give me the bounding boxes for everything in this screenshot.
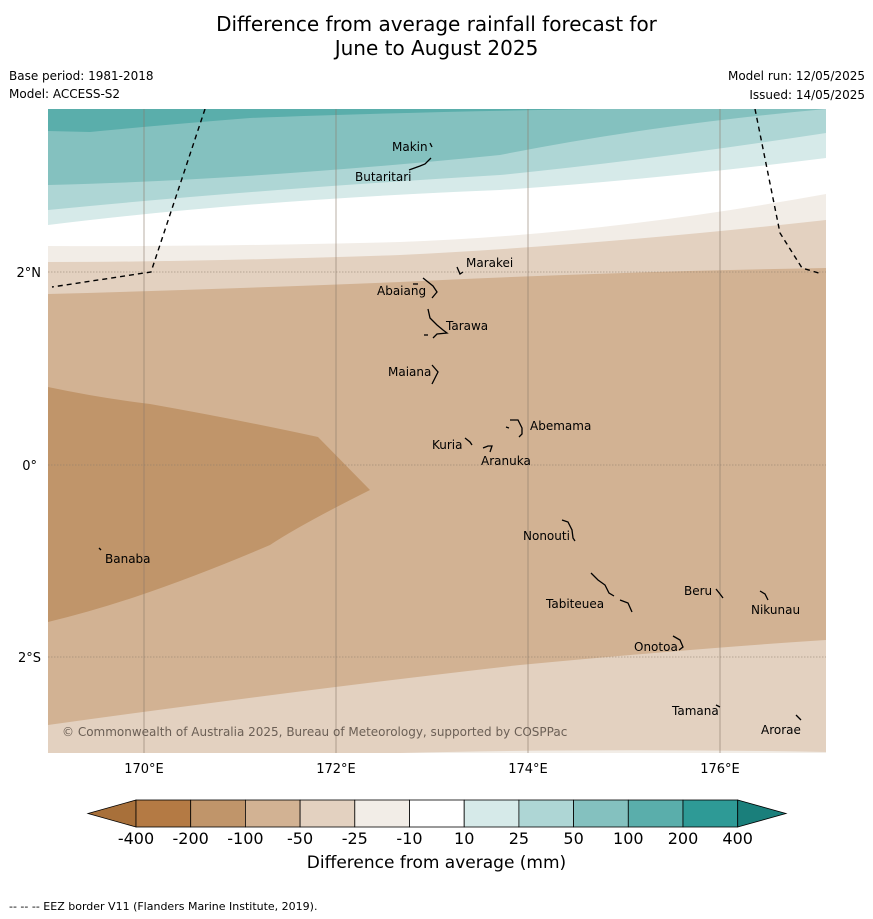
island-shape-makin <box>429 142 433 148</box>
colorbar-segment <box>299 799 356 828</box>
chart-title-line2: June to August 2025 <box>334 36 539 60</box>
lon-label-174e: 174°E <box>508 762 548 777</box>
colorbar-tick-label: 100 <box>613 829 644 848</box>
colorbar-segment <box>518 799 575 828</box>
island-label-banaba: Banaba <box>105 552 151 566</box>
island-shape-marakei <box>456 266 464 275</box>
colorbar-tick-label: -100 <box>227 829 263 848</box>
colorbar-segment <box>627 799 684 828</box>
graticule <box>48 109 826 753</box>
colorbar-segment <box>244 799 301 828</box>
colorbar-extend-high <box>737 799 788 828</box>
colorbar: -400 -200 -100 -50 -25 -10 10 25 50 100 200 400 <box>86 799 788 848</box>
rainfall-bands: Makin Butaritari Marakei Abaiang Tarawa … <box>48 109 826 753</box>
island-shape-tamana <box>715 704 721 708</box>
band-100-to-200 <box>48 109 600 132</box>
copyright-notice: © Commonwealth of Australia 2025, Bureau… <box>62 725 567 739</box>
island-shape-abemama <box>510 419 523 438</box>
colorbar-segment <box>354 799 410 828</box>
colorbar-tick-label: -10 <box>396 829 422 848</box>
colorbar-tick-label: -25 <box>342 829 368 848</box>
colorbar-tick-label: 25 <box>509 829 529 848</box>
island-label-tarawa: Tarawa <box>445 319 488 333</box>
band-south-minus50-to-minus25 <box>48 640 826 753</box>
island-label-marakei: Marakei <box>466 256 513 270</box>
colorbar-segment <box>573 799 629 828</box>
island-label-nikunau: Nikunau <box>751 603 800 617</box>
model-run: Model run: 12/05/2025 <box>727 69 865 83</box>
model-name: Model: ACCESS-S2 <box>9 87 121 101</box>
colorbar-tick-label: 200 <box>668 829 699 848</box>
colorbar-extend-low <box>86 799 137 828</box>
colorbar-segment <box>135 799 192 828</box>
island-label-arorae: Arorae <box>761 723 801 737</box>
lat-label-2n: 2°N <box>17 266 42 281</box>
lon-label-170e: 170°E <box>124 762 164 777</box>
island-shape-kuria <box>464 437 473 446</box>
island-label-tamana: Tamana <box>671 704 719 718</box>
band-minus200-to-minus100 <box>48 387 370 622</box>
island-label-onotoa: Onotoa <box>634 640 678 654</box>
issued-date: Issued: 14/05/2025 <box>749 88 865 102</box>
lat-label-equator: 0° <box>22 459 37 474</box>
island-labels: Makin Butaritari Marakei Abaiang Tarawa … <box>105 140 801 737</box>
island-shape-tarawa <box>427 308 449 339</box>
colorbar-segment <box>463 799 520 828</box>
island-shape-onotoa <box>672 635 684 651</box>
colorbar-tick-label: 400 <box>722 829 753 848</box>
island-outlines <box>98 142 802 721</box>
island-label-tabiteuea: Tabiteuea <box>545 597 604 611</box>
island-label-abaiang: Abaiang <box>377 284 426 298</box>
island-shape-nikunau <box>759 590 769 601</box>
island-label-kuria: Kuria <box>432 438 463 452</box>
colorbar-tick-label: -50 <box>287 829 313 848</box>
colorbar-title: Difference from average (mm) <box>306 853 567 873</box>
island-label-maiana: Maiana <box>388 365 431 379</box>
island-label-butaritari: Butaritari <box>355 170 412 184</box>
island-shape-nonouti <box>561 519 576 542</box>
eez-footnote: -- -- -- EEZ border V11 (Flanders Marine… <box>9 900 318 913</box>
island-label-beru: Beru <box>684 584 712 598</box>
lat-label-2s: 2°S <box>18 651 41 666</box>
island-label-nonouti: Nonouti <box>523 529 570 543</box>
rainfall-map: Makin Butaritari Marakei Abaiang Tarawa … <box>17 109 826 848</box>
colorbar-tick-label: 10 <box>454 829 474 848</box>
lon-label-172e: 172°E <box>316 762 356 777</box>
island-shape-tabiteuea <box>590 572 615 597</box>
eez-border <box>51 109 823 288</box>
island-shape-maiana <box>431 364 439 385</box>
colorbar-tick-label: -200 <box>173 829 209 848</box>
band-50-to-100 <box>48 109 826 185</box>
colorbar-segment <box>682 799 739 828</box>
colorbar-tick-label: 50 <box>563 829 583 848</box>
island-label-aranuka: Aranuka <box>481 454 531 468</box>
island-shape-arorae <box>795 714 802 721</box>
colorbar-segment <box>190 799 246 828</box>
island-label-makin: Makin <box>392 140 428 154</box>
colorbar-segment <box>409 799 465 828</box>
axis-labels: 170°E 172°E 174°E 176°E 2°N 0° 2°S <box>17 266 740 777</box>
island-label-abemama: Abemama <box>530 419 591 433</box>
base-period: Base period: 1981-2018 <box>9 69 154 83</box>
lon-label-176e: 176°E <box>700 762 740 777</box>
island-shape-beru <box>715 588 724 599</box>
colorbar-tick-label: -400 <box>118 829 154 848</box>
chart-title-line1: Difference from average rainfall forecas… <box>216 12 657 36</box>
island-shape-abaiang <box>422 277 438 299</box>
island-shape-aranuka <box>482 445 493 453</box>
island-shape-banaba <box>98 547 102 551</box>
